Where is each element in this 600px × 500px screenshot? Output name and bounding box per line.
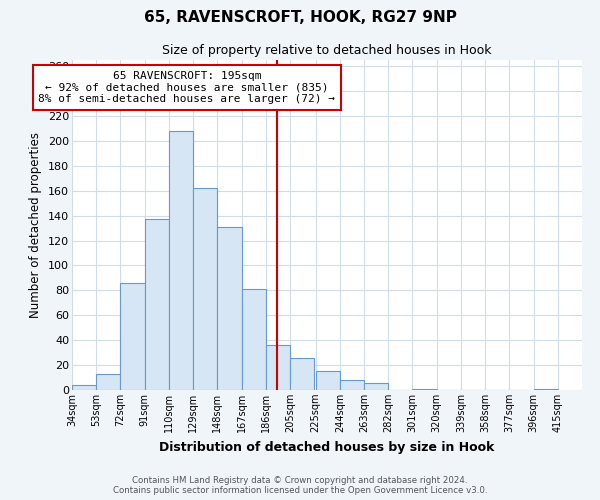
Text: 65, RAVENSCROFT, HOOK, RG27 9NP: 65, RAVENSCROFT, HOOK, RG27 9NP [143, 10, 457, 25]
Bar [96, 374, 121, 390]
Bar [340, 380, 364, 390]
Bar [316, 372, 340, 390]
X-axis label: Distribution of detached houses by size in Hook: Distribution of detached houses by size … [160, 440, 494, 454]
Bar [72, 385, 96, 390]
Bar [169, 131, 193, 390]
Text: Contains HM Land Registry data © Crown copyright and database right 2024.
Contai: Contains HM Land Registry data © Crown c… [113, 476, 487, 495]
Y-axis label: Number of detached properties: Number of detached properties [29, 132, 43, 318]
Bar [242, 289, 266, 390]
Bar [121, 283, 145, 390]
Bar [533, 389, 558, 390]
Bar [145, 220, 169, 390]
Bar [217, 227, 242, 390]
Bar [412, 389, 437, 390]
Bar [290, 358, 314, 390]
Title: Size of property relative to detached houses in Hook: Size of property relative to detached ho… [162, 44, 492, 58]
Bar [193, 188, 217, 390]
Text: 65 RAVENSCROFT: 195sqm
← 92% of detached houses are smaller (835)
8% of semi-det: 65 RAVENSCROFT: 195sqm ← 92% of detached… [38, 71, 335, 104]
Bar [266, 345, 290, 390]
Bar [364, 382, 388, 390]
